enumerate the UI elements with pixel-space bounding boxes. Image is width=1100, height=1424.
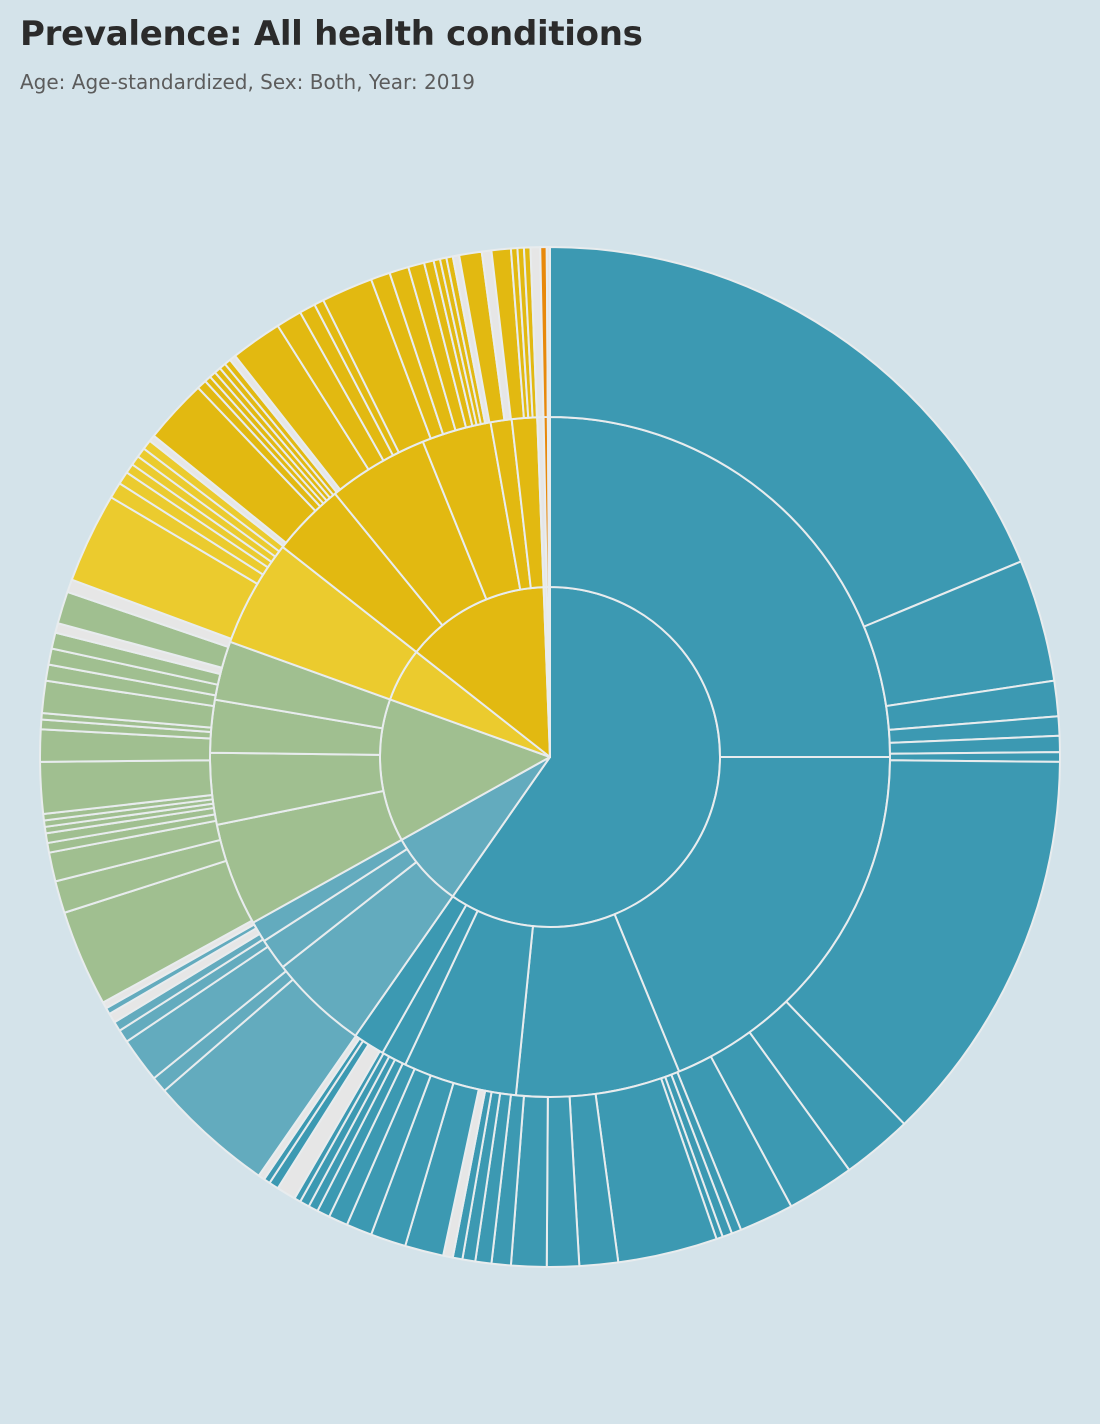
ring-1-segment-8[interactable] bbox=[547, 585, 551, 758]
ring-3-segment-99[interactable] bbox=[545, 245, 551, 419]
chart-subtitle: Age: Age-standardized, Sex: Both, Year: … bbox=[20, 70, 475, 94]
sunburst-rings bbox=[39, 245, 1062, 1268]
chart-title: Prevalence: All health conditions bbox=[20, 14, 643, 54]
ring-3-segment-1[interactable] bbox=[549, 246, 1023, 628]
ring-2-segment-22[interactable] bbox=[546, 416, 551, 589]
